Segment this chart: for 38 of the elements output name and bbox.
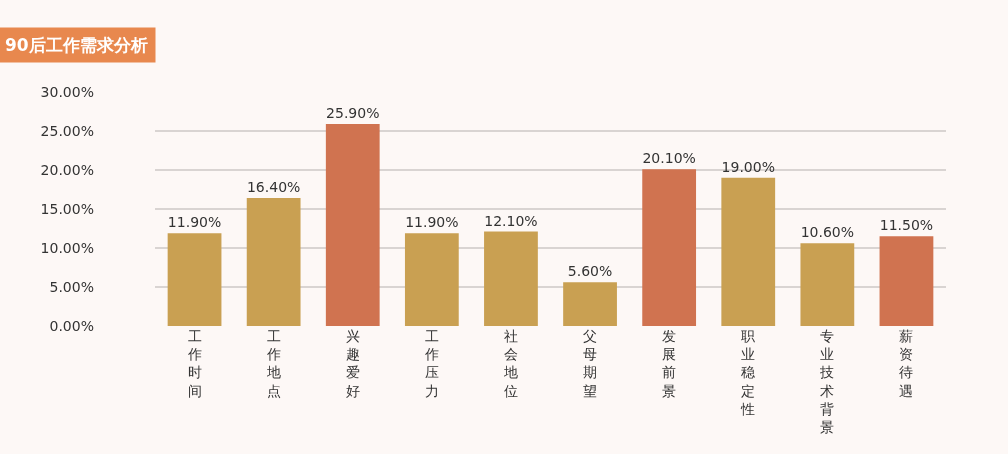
y-tick-label: 30.00% <box>40 83 94 100</box>
y-tick-label: 15.00% <box>40 200 94 217</box>
y-tick-label: 0.00% <box>49 317 94 334</box>
x-tick-label: 专业技术背景 <box>819 328 835 435</box>
x-tick-label: 工作地点 <box>265 328 281 399</box>
x-tick-label: 社会地位 <box>502 328 518 399</box>
data-label: 11.50% <box>879 217 934 234</box>
bar <box>404 233 459 326</box>
data-label: 16.40% <box>246 179 301 196</box>
data-label: 11.90% <box>405 214 459 231</box>
y-tick-label: 10.00% <box>40 239 94 256</box>
bar <box>167 233 222 326</box>
data-label: 19.00% <box>721 158 775 175</box>
y-tick-label: 25.00% <box>40 122 94 139</box>
data-label: 11.90% <box>167 214 222 231</box>
x-tick-label: 工作压力 <box>423 328 439 399</box>
bar <box>246 198 301 326</box>
x-tick-label: 父母期望 <box>583 328 598 399</box>
y-tick-label: 20.00% <box>40 161 94 178</box>
data-label: 25.90% <box>326 104 380 121</box>
bar <box>484 231 538 326</box>
chart-title: 90后工作需求分析 <box>5 35 148 55</box>
x-tick-label: 发展前景 <box>662 328 677 399</box>
bar <box>879 236 934 326</box>
bar <box>325 123 380 326</box>
x-tick-label: 职业稳定性 <box>740 328 756 417</box>
data-label: 5.60% <box>567 263 613 280</box>
data-label: 20.10% <box>642 150 696 167</box>
x-tick-label: 薪资待遇 <box>899 328 914 399</box>
bar <box>800 243 855 326</box>
bar <box>642 169 697 326</box>
data-label: 10.60% <box>800 224 855 241</box>
y-tick-label: 5.00% <box>49 278 94 295</box>
bar <box>721 177 776 326</box>
x-tick-label: 兴趣爱好 <box>345 328 360 399</box>
x-tick-label: 工作时间 <box>186 328 202 399</box>
bar <box>563 282 617 326</box>
data-label: 12.10% <box>484 212 538 229</box>
